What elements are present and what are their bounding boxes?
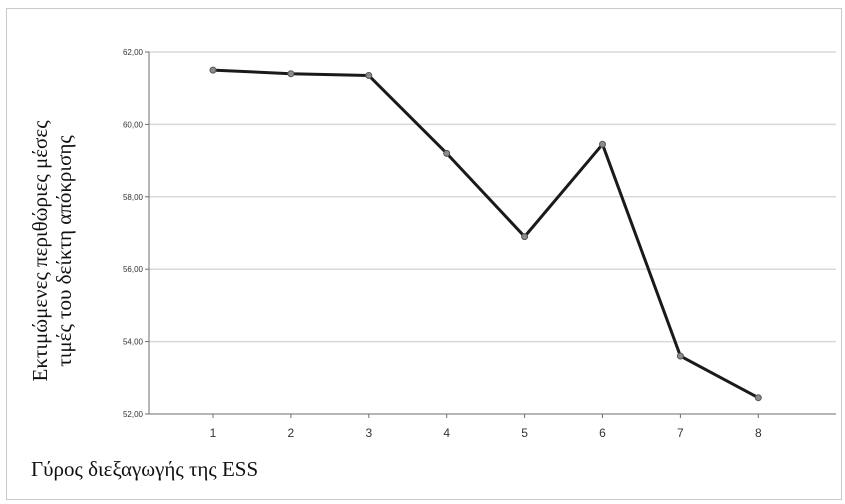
x-tick-label: 6	[599, 426, 606, 440]
y-tick-label: 54,00	[123, 338, 144, 347]
y-axis-label-line-1: Εκτιμώμενες περιθώριες μέσες	[28, 120, 52, 382]
y-axis-label-line-2: τιμές του δείκτη απόκρισης	[52, 135, 76, 367]
gridlines	[149, 51, 836, 343]
x-tick-label: 1	[210, 426, 217, 440]
axes	[145, 51, 836, 418]
data-point	[443, 149, 451, 157]
x-axis-label: Γύρος διεξαγωγής της ESS	[31, 457, 258, 481]
x-tick-label: 8	[755, 426, 762, 440]
data-point	[599, 140, 606, 148]
x-tick-label: 3	[365, 426, 372, 440]
x-tick-labels: 1 2 3 4 5 6 7 8	[210, 426, 762, 440]
x-tick-label: 7	[677, 426, 684, 440]
data-point	[676, 352, 684, 360]
y-tick-label: 58,00	[123, 193, 144, 202]
series-line	[212, 68, 760, 400]
data-point	[287, 70, 295, 78]
data-point	[754, 394, 762, 402]
y-tick-label: 60,00	[123, 120, 144, 129]
y-tick-label: 56,00	[123, 265, 144, 274]
data-point	[365, 72, 373, 80]
data-point	[521, 233, 529, 241]
x-tick-label: 5	[521, 426, 528, 440]
series	[209, 66, 762, 402]
y-tick-label: 52,00	[123, 410, 144, 419]
x-tick-label: 4	[443, 426, 450, 440]
y-tick-labels: 52,00 54,00 56,00 58,00 60,00 62,00	[123, 48, 144, 419]
data-point	[209, 66, 217, 74]
x-tick-label: 2	[288, 426, 295, 440]
y-tick-label: 62,00	[123, 48, 144, 57]
